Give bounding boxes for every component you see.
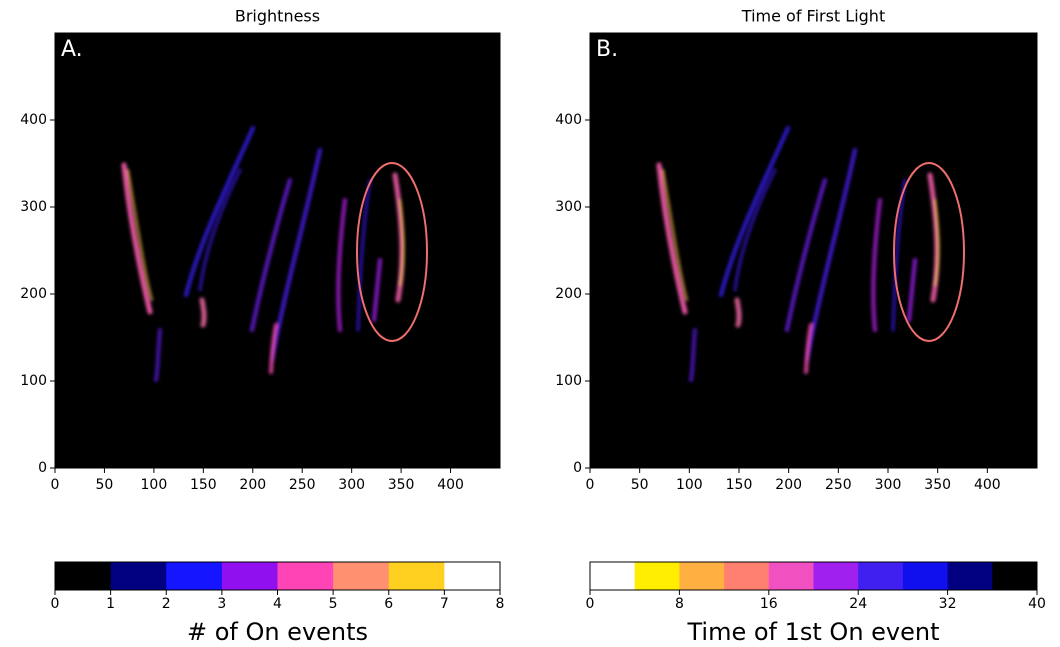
colorbar-label: Time of 1st On event: [686, 618, 939, 646]
y-tick-label: 0: [38, 460, 47, 476]
colorbar-segment: [902, 562, 949, 590]
colorbar-segment: [679, 562, 725, 590]
x-tick-label: 150: [190, 477, 217, 493]
colorbar-frame: [589, 561, 1038, 591]
colorbar-label: # of On events: [187, 618, 368, 646]
colorbar-segment: [724, 562, 770, 590]
y-tick-label: 300: [555, 199, 582, 215]
x-tick-label: 300: [338, 477, 365, 493]
colorbar-tick-label: 0: [51, 596, 60, 612]
x-tick-label: 0: [51, 477, 60, 493]
colorbar-segment: [813, 562, 859, 590]
x-tick-label: 50: [631, 477, 649, 493]
colorbar-tick-label: 7: [440, 596, 449, 612]
x-tick-label: 100: [141, 477, 168, 493]
y-tick-label: 100: [555, 373, 582, 389]
y-tick-label: 200: [20, 286, 47, 302]
y-tick-label: 400: [555, 112, 582, 128]
colorbar-segment: [110, 562, 167, 590]
colorbar-tick-label: 3: [217, 596, 226, 612]
colorbar-segment: [858, 562, 904, 590]
y-tick-label: 100: [20, 373, 47, 389]
colorbar-tick-label: 8: [675, 596, 684, 612]
highlight-ellipse: [893, 162, 965, 342]
colorbar-tick-label: 16: [760, 596, 778, 612]
colorbar-tick-label: 1: [106, 596, 115, 612]
panel-label: A.: [61, 37, 83, 62]
x-tick-label: 300: [875, 477, 902, 493]
heatmap-area: [55, 33, 500, 468]
colorbar-tick-label: 0: [586, 596, 595, 612]
colorbar-tick-label: 40: [1028, 596, 1046, 612]
colorbar-tick-label: 8: [496, 596, 505, 612]
x-tick-label: 200: [775, 477, 802, 493]
colorbar-segment: [444, 562, 501, 590]
colorbar-tick-label: 4: [273, 596, 282, 612]
axes-frame: [589, 32, 1038, 469]
colorbar-segment: [947, 562, 993, 590]
x-tick-label: 200: [239, 477, 266, 493]
x-tick-label: 0: [586, 477, 595, 493]
colorbar-tick-label: 24: [849, 596, 867, 612]
highlight-ellipse: [356, 162, 428, 342]
colorbar-segment: [277, 562, 334, 590]
y-tick-label: 300: [20, 199, 47, 215]
colorbar-segment: [55, 562, 112, 590]
colorbar-segment: [221, 562, 278, 590]
chart-title: Brightness: [235, 7, 320, 26]
x-tick-label: 400: [437, 477, 464, 493]
x-tick-label: 350: [388, 477, 415, 493]
y-tick-label: 400: [20, 112, 47, 128]
x-tick-label: 350: [924, 477, 951, 493]
x-tick-label: 400: [974, 477, 1001, 493]
colorbar-segment: [634, 562, 680, 590]
colorbar-segment: [333, 562, 390, 590]
y-tick-label: 0: [573, 460, 582, 476]
chart-title: Time of First Light: [741, 7, 885, 26]
colorbar-tick-label: 6: [384, 596, 393, 612]
axes-frame: [54, 32, 501, 469]
y-tick-label: 200: [555, 286, 582, 302]
colorbar-segment: [166, 562, 223, 590]
x-tick-label: 150: [726, 477, 753, 493]
x-tick-label: 250: [825, 477, 852, 493]
colorbar-segment: [388, 562, 445, 590]
x-tick-label: 100: [676, 477, 703, 493]
colorbar-segment: [992, 562, 1038, 590]
colorbar-segment: [768, 562, 814, 590]
panel-label: B.: [596, 37, 618, 62]
x-tick-label: 250: [289, 477, 316, 493]
colorbar-segment: [590, 562, 636, 590]
colorbar-tick-label: 2: [162, 596, 171, 612]
colorbar-tick-label: 5: [329, 596, 338, 612]
x-tick-label: 50: [96, 477, 114, 493]
heatmap-area: [590, 33, 1037, 468]
colorbar-tick-label: 32: [939, 596, 957, 612]
